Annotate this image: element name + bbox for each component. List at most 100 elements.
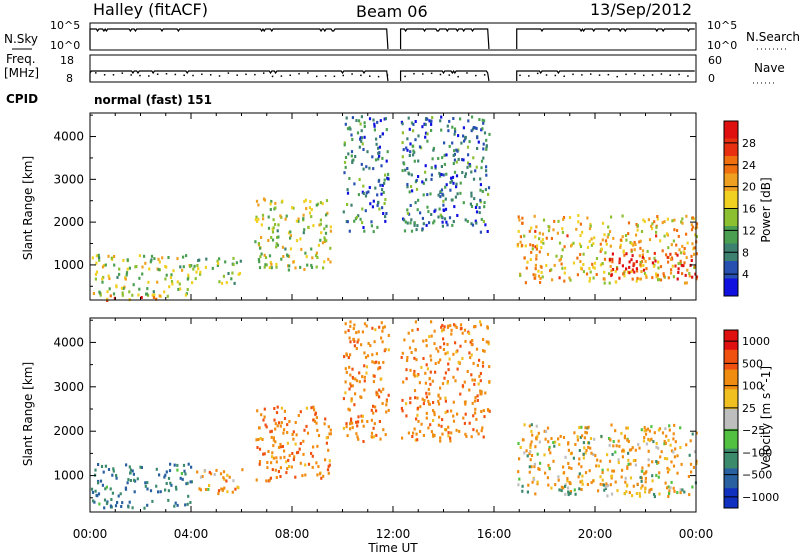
heatmap-cell [310, 452, 312, 455]
heatmap-cell [690, 439, 692, 442]
heatmap-cell [276, 460, 278, 463]
heatmap-cell [651, 474, 653, 477]
heatmap-cell [481, 426, 483, 429]
heatmap-cell [195, 271, 197, 274]
heatmap-cell [415, 358, 417, 361]
heatmap-cell [414, 348, 416, 351]
nsearch-tick-bottom: 10^0 [707, 39, 737, 52]
heatmap-cell [538, 275, 540, 278]
heatmap-cell [326, 436, 328, 439]
heatmap-cell [433, 342, 435, 345]
heatmap-cell [379, 438, 381, 441]
colorbar-tick-label: 4 [742, 268, 749, 281]
heatmap-cell [330, 225, 332, 228]
heatmap-cell [414, 396, 416, 399]
heatmap-cell [227, 272, 229, 275]
velocity-colorbar-label: Velocity [m s^-1] [759, 366, 773, 470]
heatmap-cell [158, 268, 160, 271]
heatmap-cell [310, 248, 312, 251]
heatmap-cell [429, 192, 431, 195]
heatmap-cell [449, 358, 451, 361]
heatmap-cell [232, 257, 234, 260]
heatmap-cell [658, 429, 660, 432]
heatmap-cell [562, 218, 564, 221]
freq-panel [90, 55, 696, 82]
nave-dot [625, 74, 627, 76]
heatmap-cell [456, 413, 458, 416]
heatmap-cell [454, 171, 456, 174]
heatmap-cell [443, 141, 445, 144]
heatmap-cell [141, 266, 143, 269]
heatmap-cell [322, 475, 324, 478]
heatmap-cell [236, 261, 238, 264]
heatmap-cell [406, 183, 408, 186]
heatmap-cell [636, 277, 638, 280]
heatmap-cell [688, 493, 690, 496]
heatmap-cell [414, 389, 416, 392]
heatmap-cell [567, 491, 569, 494]
heatmap-cell [655, 234, 657, 237]
heatmap-cell [414, 160, 416, 163]
heatmap-cell [657, 447, 659, 450]
heatmap-cell [578, 475, 580, 478]
heatmap-cell [578, 457, 580, 460]
heatmap-cell [419, 430, 421, 433]
heatmap-cell [667, 495, 669, 498]
heatmap-cell [284, 248, 286, 251]
heatmap-cell [604, 278, 606, 281]
heatmap-cell [439, 440, 441, 443]
heatmap-cell [472, 224, 474, 227]
heatmap-cell [647, 250, 649, 253]
heatmap-cell [464, 340, 466, 343]
heatmap-cell [282, 246, 284, 249]
heatmap-cell [547, 484, 549, 487]
heatmap-cell [456, 429, 458, 432]
heatmap-cell [529, 446, 531, 449]
heatmap-cell [270, 461, 272, 464]
heatmap-cell [658, 476, 660, 479]
heatmap-cell [283, 428, 285, 431]
heatmap-cell [358, 119, 360, 122]
heatmap-cell [607, 226, 609, 229]
heatmap-cell [164, 265, 166, 268]
heatmap-cell [671, 481, 673, 484]
heatmap-cell [381, 330, 383, 333]
heatmap-cell [185, 254, 187, 257]
heatmap-cell [598, 465, 600, 468]
heatmap-cell [580, 223, 582, 226]
heatmap-cell [402, 131, 404, 134]
heatmap-cell [385, 433, 387, 436]
nave-dot [113, 74, 115, 76]
heatmap-cell [457, 134, 459, 137]
colorbar-tick-label: 20 [742, 181, 756, 194]
heatmap-cell [458, 158, 460, 161]
heatmap-cell [622, 272, 624, 275]
heatmap-cell [614, 451, 616, 454]
heatmap-cell [611, 273, 613, 276]
heatmap-cell [328, 465, 330, 468]
heatmap-cell [431, 166, 433, 169]
heatmap-cell [163, 290, 165, 293]
heatmap-cell [190, 480, 192, 483]
heatmap-cell [477, 364, 479, 367]
heatmap-cell [468, 332, 470, 335]
heatmap-cell [234, 488, 236, 491]
heatmap-cell [423, 222, 425, 225]
heatmap-cell [313, 408, 315, 411]
heatmap-cell [275, 245, 277, 248]
colorbar-tick-label: −1000 [742, 491, 779, 504]
heatmap-cell [445, 173, 447, 176]
heatmap-cell [643, 472, 645, 475]
heatmap-cell [551, 237, 553, 240]
heatmap-cell [323, 260, 325, 263]
heatmap-cell [122, 259, 124, 262]
heatmap-cell [520, 235, 522, 238]
heatmap-cell [381, 321, 383, 324]
nave-dots [95, 72, 689, 77]
heatmap-cell [539, 232, 541, 235]
heatmap-cell [413, 357, 415, 360]
heatmap-cell [431, 116, 433, 119]
heatmap-cell [614, 429, 616, 432]
heatmap-cell [438, 194, 440, 197]
heatmap-cell [433, 210, 435, 213]
